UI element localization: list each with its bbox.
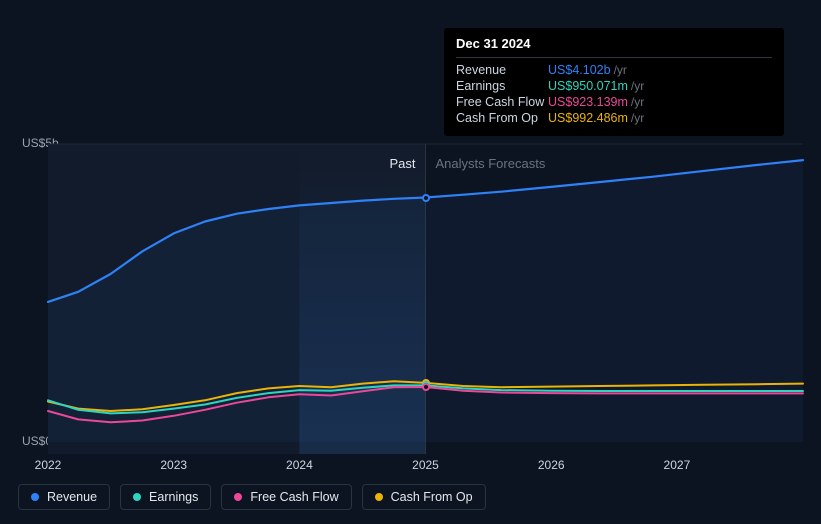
tooltip-row: EarningsUS$950.071m/yr	[456, 78, 772, 94]
section-label-past: Past	[389, 156, 415, 171]
x-axis-label: 2023	[160, 458, 187, 472]
series-marker	[422, 194, 430, 202]
x-axis-label: 2025	[412, 458, 439, 472]
legend-item[interactable]: Cash From Op	[362, 484, 486, 510]
legend-label: Cash From Op	[391, 490, 473, 504]
legend-dot-icon	[31, 493, 39, 501]
tooltip-date: Dec 31 2024	[456, 36, 772, 58]
chart-container: US$0US$5b 202220232024202520262027 PastA…	[18, 10, 803, 514]
legend-dot-icon	[375, 493, 383, 501]
tooltip-unit: /yr	[614, 63, 627, 77]
legend-item[interactable]: Earnings	[120, 484, 211, 510]
series-marker	[422, 383, 430, 391]
plot-area[interactable]: 202220232024202520262027 PastAnalysts Fo…	[48, 144, 803, 454]
tooltip: Dec 31 2024 RevenueUS$4.102b/yrEarningsU…	[444, 28, 784, 136]
tooltip-unit: /yr	[631, 79, 644, 93]
section-label-forecast: Analysts Forecasts	[436, 156, 546, 171]
legend-label: Earnings	[149, 490, 198, 504]
legend-label: Revenue	[47, 490, 97, 504]
x-axis-label: 2022	[35, 458, 62, 472]
x-axis-label: 2026	[538, 458, 565, 472]
x-axis-label: 2027	[664, 458, 691, 472]
tooltip-value: US$950.071m	[548, 79, 628, 93]
tooltip-value: US$992.486m	[548, 111, 628, 125]
series-svg	[48, 144, 803, 454]
tooltip-unit: /yr	[631, 111, 644, 125]
tooltip-row: Free Cash FlowUS$923.139m/yr	[456, 94, 772, 110]
legend-label: Free Cash Flow	[250, 490, 338, 504]
legend-item[interactable]: Free Cash Flow	[221, 484, 351, 510]
legend-item[interactable]: Revenue	[18, 484, 110, 510]
tooltip-row: RevenueUS$4.102b/yr	[456, 62, 772, 78]
tooltip-value: US$4.102b	[548, 63, 611, 77]
tooltip-key: Revenue	[456, 63, 548, 77]
legend: Revenue Earnings Free Cash Flow Cash From O…	[18, 484, 486, 510]
legend-dot-icon	[133, 493, 141, 501]
tooltip-row: Cash From OpUS$992.486m/yr	[456, 110, 772, 126]
x-axis-label: 2024	[286, 458, 313, 472]
tooltip-value: US$923.139m	[548, 95, 628, 109]
tooltip-unit: /yr	[631, 95, 644, 109]
tooltip-key: Cash From Op	[456, 111, 548, 125]
tooltip-key: Free Cash Flow	[456, 95, 548, 109]
tooltip-key: Earnings	[456, 79, 548, 93]
legend-dot-icon	[234, 493, 242, 501]
